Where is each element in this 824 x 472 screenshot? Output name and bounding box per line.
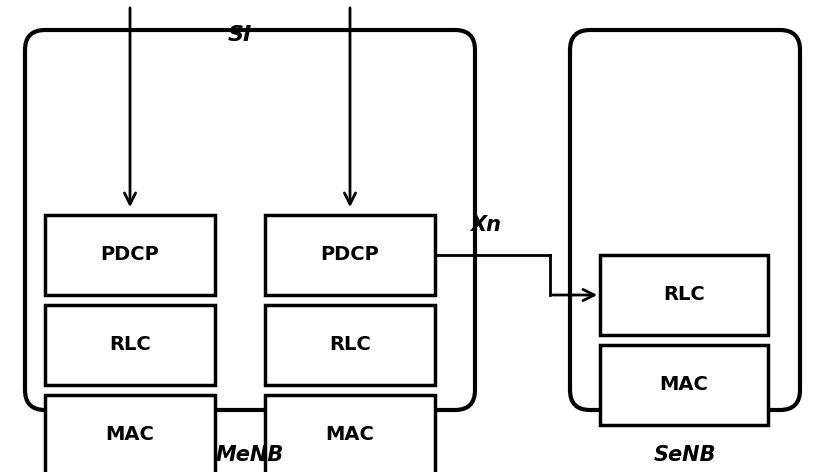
Text: Xn: Xn (470, 215, 501, 235)
FancyBboxPatch shape (45, 305, 215, 385)
Text: RLC: RLC (329, 336, 371, 354)
FancyBboxPatch shape (45, 395, 215, 472)
FancyBboxPatch shape (25, 30, 475, 410)
FancyBboxPatch shape (265, 215, 435, 295)
Text: MAC: MAC (105, 425, 154, 445)
Text: SI: SI (228, 25, 252, 45)
Text: MAC: MAC (659, 376, 709, 395)
FancyBboxPatch shape (600, 255, 768, 335)
Text: PDCP: PDCP (101, 245, 159, 264)
FancyBboxPatch shape (265, 305, 435, 385)
Text: MAC: MAC (325, 425, 374, 445)
Text: MeNB: MeNB (216, 445, 284, 465)
FancyBboxPatch shape (45, 215, 215, 295)
FancyBboxPatch shape (570, 30, 800, 410)
Text: SeNB: SeNB (653, 445, 716, 465)
Text: RLC: RLC (109, 336, 151, 354)
Text: PDCP: PDCP (321, 245, 379, 264)
Text: RLC: RLC (663, 286, 705, 304)
FancyBboxPatch shape (265, 395, 435, 472)
FancyBboxPatch shape (600, 345, 768, 425)
